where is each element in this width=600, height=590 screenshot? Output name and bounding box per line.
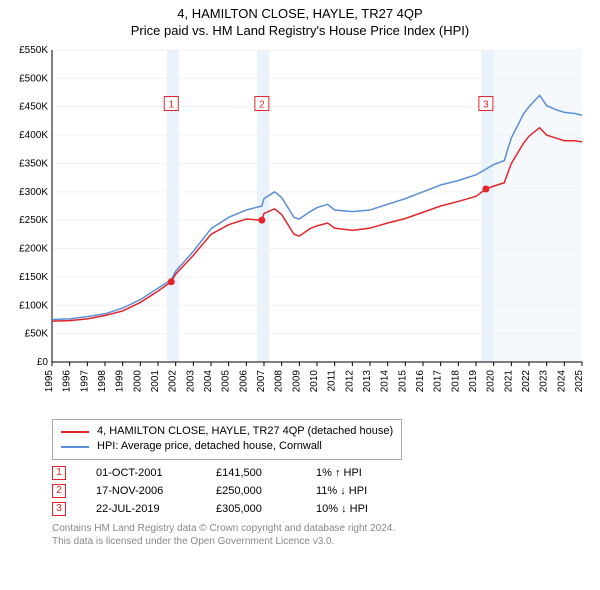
svg-text:2019: 2019 (468, 370, 479, 393)
sale-row: 2 17-NOV-2006 £250,000 11% ↓ HPI (52, 484, 590, 498)
svg-text:2009: 2009 (291, 370, 302, 393)
svg-text:£350K: £350K (19, 158, 48, 169)
svg-text:£150K: £150K (19, 272, 48, 283)
svg-text:2022: 2022 (521, 370, 532, 393)
chart-area: £0 £50K £100K £150K £200K £250K £300K £350K £400… (10, 46, 590, 411)
svg-text:2006: 2006 (238, 370, 249, 393)
svg-text:2017: 2017 (433, 370, 444, 393)
sale-marker-icon: 3 (52, 502, 66, 516)
svg-text:2021: 2021 (503, 370, 514, 393)
svg-text:2008: 2008 (274, 370, 285, 393)
sale-marker-icon: 1 (52, 466, 66, 480)
svg-text:1997: 1997 (79, 370, 90, 393)
svg-text:2012: 2012 (344, 370, 355, 393)
sale-pct: 11% ↓ HPI (316, 485, 406, 497)
legend-label-property: 4, HAMILTON CLOSE, HAYLE, TR27 4QP (deta… (97, 424, 393, 439)
svg-text:2003: 2003 (185, 370, 196, 393)
svg-text:2014: 2014 (380, 370, 391, 393)
svg-text:2004: 2004 (203, 370, 214, 393)
svg-text:1998: 1998 (97, 370, 108, 393)
svg-text:£450K: £450K (19, 102, 48, 113)
svg-text:2007: 2007 (256, 370, 267, 393)
legend-swatch-property (61, 431, 89, 433)
svg-text:£250K: £250K (19, 215, 48, 226)
svg-text:£400K: £400K (19, 130, 48, 141)
svg-text:2005: 2005 (221, 370, 232, 393)
chart-title: 4, HAMILTON CLOSE, HAYLE, TR27 4QP (10, 6, 590, 21)
sale-price: £305,000 (216, 503, 286, 515)
svg-text:£200K: £200K (19, 244, 48, 255)
svg-text:£550K: £550K (19, 46, 48, 56)
legend-row-property: 4, HAMILTON CLOSE, HAYLE, TR27 4QP (deta… (61, 424, 393, 439)
sale-price: £141,500 (216, 467, 286, 479)
svg-text:2013: 2013 (362, 370, 373, 393)
sale-price: £250,000 (216, 485, 286, 497)
svg-text:2001: 2001 (150, 370, 161, 393)
footer-line: This data is licensed under the Open Gov… (52, 535, 590, 548)
svg-text:£500K: £500K (19, 73, 48, 84)
svg-text:£50K: £50K (25, 329, 49, 340)
svg-text:2025: 2025 (574, 370, 585, 393)
svg-text:1995: 1995 (44, 370, 55, 393)
svg-text:3: 3 (483, 100, 489, 111)
svg-text:£100K: £100K (19, 300, 48, 311)
sale-row: 1 01-OCT-2001 £141,500 1% ↑ HPI (52, 466, 590, 480)
sale-date: 17-NOV-2006 (96, 485, 186, 497)
legend: 4, HAMILTON CLOSE, HAYLE, TR27 4QP (deta… (52, 419, 402, 460)
svg-text:£300K: £300K (19, 187, 48, 198)
sale-row: 3 22-JUL-2019 £305,000 10% ↓ HPI (52, 502, 590, 516)
svg-text:2011: 2011 (327, 370, 338, 392)
svg-text:1996: 1996 (62, 370, 73, 393)
svg-text:2002: 2002 (168, 370, 179, 393)
sale-pct: 1% ↑ HPI (316, 467, 406, 479)
legend-swatch-hpi (61, 446, 89, 448)
svg-text:2000: 2000 (132, 370, 143, 393)
legend-row-hpi: HPI: Average price, detached house, Corn… (61, 439, 393, 454)
svg-text:2024: 2024 (556, 370, 567, 393)
sale-pct: 10% ↓ HPI (316, 503, 406, 515)
sale-marker-icon: 2 (52, 484, 66, 498)
svg-text:2010: 2010 (309, 370, 320, 393)
svg-text:2016: 2016 (415, 370, 426, 393)
footer-attribution: Contains HM Land Registry data © Crown c… (52, 522, 590, 548)
svg-text:2018: 2018 (450, 370, 461, 393)
chart-subtitle: Price paid vs. HM Land Registry's House … (10, 23, 590, 38)
price-chart: £0 £50K £100K £150K £200K £250K £300K £350K £400… (10, 46, 590, 406)
svg-text:2020: 2020 (486, 370, 497, 393)
svg-text:2015: 2015 (397, 370, 408, 393)
sale-date: 22-JUL-2019 (96, 503, 186, 515)
svg-text:2023: 2023 (539, 370, 550, 393)
sale-date: 01-OCT-2001 (96, 467, 186, 479)
legend-label-hpi: HPI: Average price, detached house, Corn… (97, 439, 322, 454)
svg-text:£0: £0 (37, 357, 49, 368)
svg-text:1999: 1999 (115, 370, 126, 393)
svg-text:1: 1 (168, 100, 174, 111)
sales-table: 1 01-OCT-2001 £141,500 1% ↑ HPI 2 17-NOV… (52, 466, 590, 516)
footer-line: Contains HM Land Registry data © Crown c… (52, 522, 590, 535)
svg-text:2: 2 (259, 100, 265, 111)
